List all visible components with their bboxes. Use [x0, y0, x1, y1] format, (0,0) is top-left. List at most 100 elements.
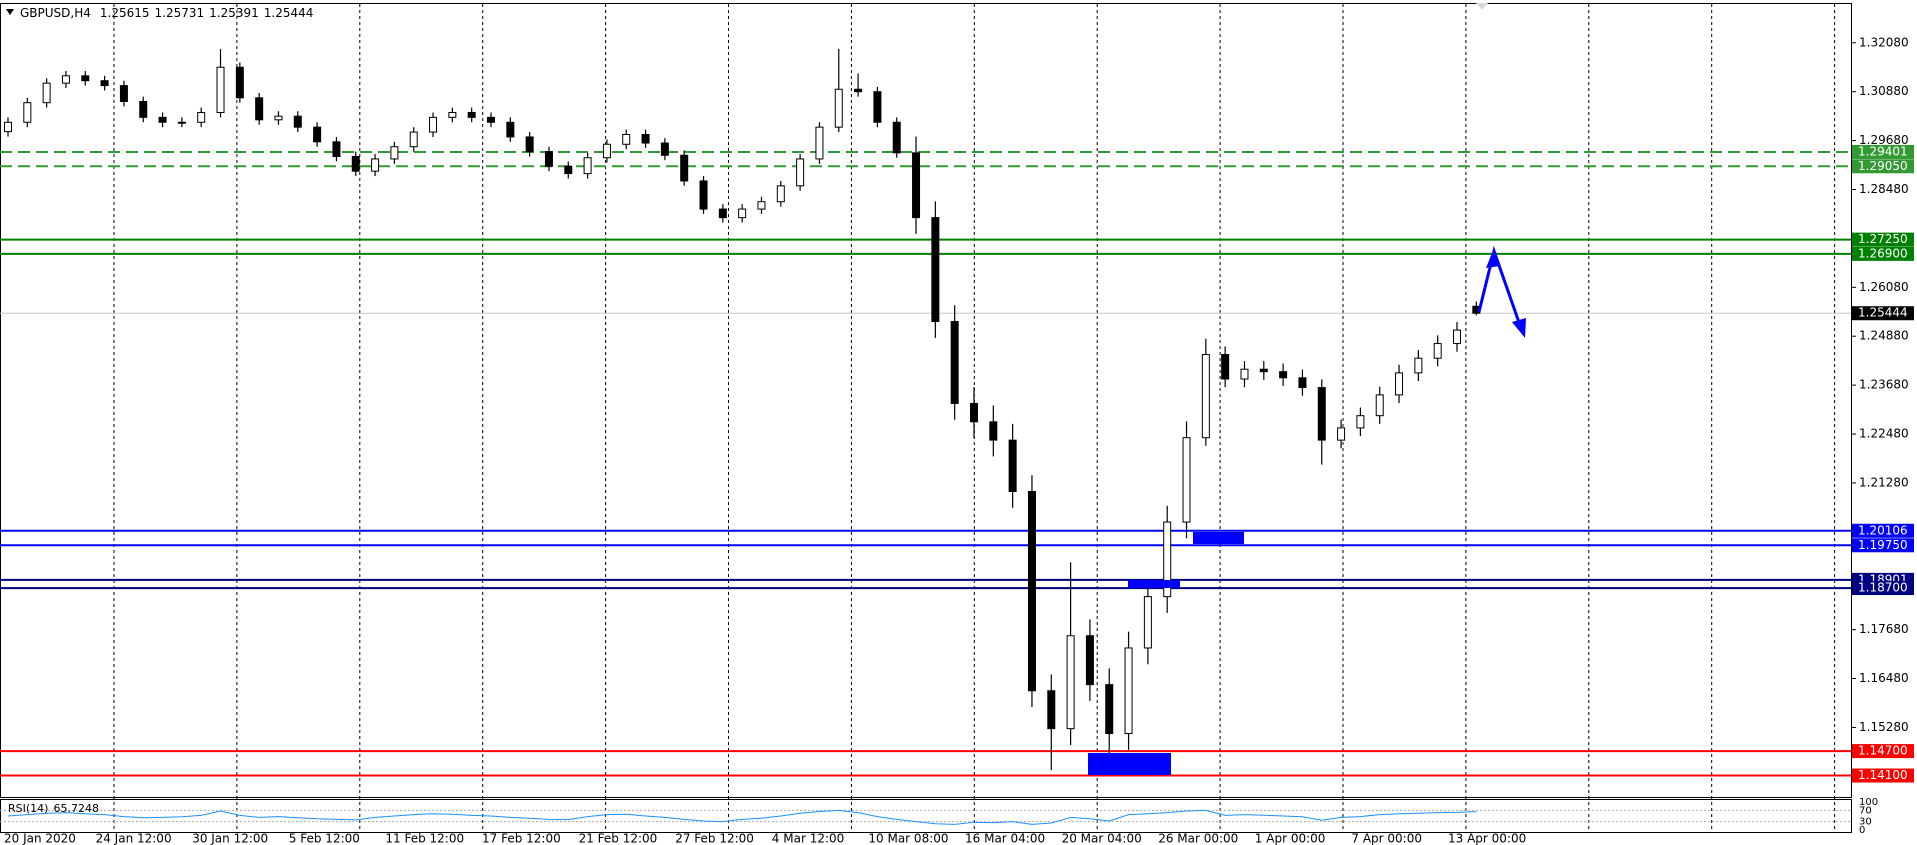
candle-body	[351, 155, 360, 172]
candle-body	[680, 154, 689, 182]
chart-header: GBPUSD,H4 1.25615 1.25731 1.25391 1.25444	[20, 6, 313, 20]
x-tick-label: 16 Mar 04:00	[965, 832, 1045, 845]
symbol: GBPUSD,H4	[20, 6, 91, 20]
x-tick-label: 4 Mar 12:00	[772, 832, 845, 845]
level-label: 1.26900	[1858, 246, 1908, 260]
candle-body	[912, 152, 921, 219]
main-pane-frame	[0, 3, 1852, 798]
x-tick-label: 21 Feb 12:00	[579, 832, 658, 845]
x-tick-label: 13 Apr 00:00	[1448, 832, 1526, 845]
level-label: 1.29050	[1858, 159, 1908, 173]
candle-body	[718, 208, 727, 219]
y-tick-label: 1.22480	[1859, 427, 1909, 441]
drawings	[1088, 245, 1526, 775]
y-tick-label: 1.21280	[1859, 475, 1909, 489]
rsi-tick-label: 0	[1859, 825, 1865, 836]
candle-body	[1047, 690, 1056, 730]
candle-body	[1182, 437, 1191, 523]
candle-body	[873, 91, 882, 123]
candle-body	[564, 165, 573, 175]
candle-body	[892, 121, 901, 154]
rsi-tick-label: 100	[1859, 797, 1878, 808]
arrow-head	[1512, 318, 1526, 338]
candle-body	[274, 115, 283, 121]
header-close: 1.25444	[264, 6, 314, 20]
candle-body	[409, 131, 418, 148]
marks: 1.32080 1.30880 1.29680 1.28480 1.26080 1.248…	[0, 4, 1914, 845]
y-tick-label: 1.17680	[1859, 622, 1909, 636]
candle-body	[177, 121, 186, 124]
level-label-box	[1852, 744, 1914, 759]
candle-body	[467, 111, 476, 118]
level-label-box	[1852, 581, 1914, 596]
x-tick-label: 1 Apr 00:00	[1255, 832, 1326, 845]
candle-body	[757, 201, 766, 210]
candle-body	[1201, 354, 1210, 439]
level-label-box	[1852, 246, 1914, 261]
candle-body	[1066, 635, 1075, 730]
candle-body	[525, 136, 534, 153]
candle-body	[255, 97, 264, 121]
candle-body	[81, 75, 90, 82]
level-label: 1.18700	[1858, 581, 1908, 595]
x-tick-label: 27 Feb 12:00	[675, 832, 754, 845]
candle-body	[1027, 490, 1036, 692]
candle-body	[660, 142, 669, 156]
candle-body	[970, 402, 978, 423]
candle-body	[506, 121, 515, 138]
rsi-value: 65.7248	[53, 802, 99, 815]
rsi-pane-frame	[0, 799, 1852, 833]
candle-body	[1395, 372, 1404, 396]
candle-body	[1163, 521, 1172, 598]
candle-body	[313, 126, 322, 143]
y-tick-label: 1.30880	[1859, 84, 1909, 98]
x-tick-label: 26 Mar 00:00	[1158, 832, 1238, 845]
level-label-box	[1852, 538, 1914, 553]
rsi-tick-label: 30	[1859, 817, 1872, 828]
candle-body	[1337, 427, 1346, 441]
candle-body	[197, 111, 206, 123]
candle-body	[371, 158, 380, 172]
candle-body	[1124, 647, 1133, 735]
level-label: 1.19750	[1858, 538, 1908, 552]
candle-body	[776, 185, 785, 203]
x-tick-label: 20 Jan 2020	[4, 832, 76, 845]
candle-body	[429, 116, 438, 133]
header-low: 1.25391	[209, 6, 259, 20]
header-open: 1.25615	[100, 6, 150, 20]
candle-body	[139, 100, 148, 118]
candle-body	[931, 217, 940, 323]
candle-body	[61, 75, 70, 84]
collapse-icon	[6, 9, 14, 15]
shift-marker	[1476, 3, 1488, 10]
candle-body	[4, 121, 12, 133]
y-tick-label: 1.29680	[1859, 133, 1909, 147]
candle-body	[815, 126, 824, 160]
candle-body	[100, 80, 109, 87]
current-price-label: 1.25444	[1858, 306, 1908, 320]
candle-body	[1259, 368, 1268, 373]
candle-body	[1375, 394, 1384, 417]
candle-body	[42, 82, 51, 104]
level-label-box	[1852, 159, 1914, 174]
rsi-tick-label: 70	[1859, 805, 1872, 816]
level-label: 1.27250	[1858, 232, 1908, 246]
x-tick-label: 10 Mar 08:00	[868, 832, 948, 845]
candle-body	[1105, 684, 1114, 735]
x-tick-label: 5 Feb 12:00	[289, 832, 360, 845]
candle-body	[641, 133, 650, 144]
zone-box	[1128, 580, 1180, 588]
level-label: 1.20106	[1858, 523, 1908, 537]
rsi-label: RSI(14) 65.7248	[8, 802, 99, 815]
rsi-line	[7, 809, 1477, 825]
y-tick-label: 1.15280	[1859, 720, 1909, 734]
x-tick-label: 7 Apr 00:00	[1351, 832, 1422, 845]
candle-body	[1008, 439, 1017, 492]
y-tick-label: 1.32080	[1859, 35, 1909, 49]
rsi-name: RSI(14)	[8, 802, 48, 815]
candle-body	[1356, 415, 1365, 429]
candle-body	[583, 157, 592, 175]
candle-body	[544, 151, 553, 167]
